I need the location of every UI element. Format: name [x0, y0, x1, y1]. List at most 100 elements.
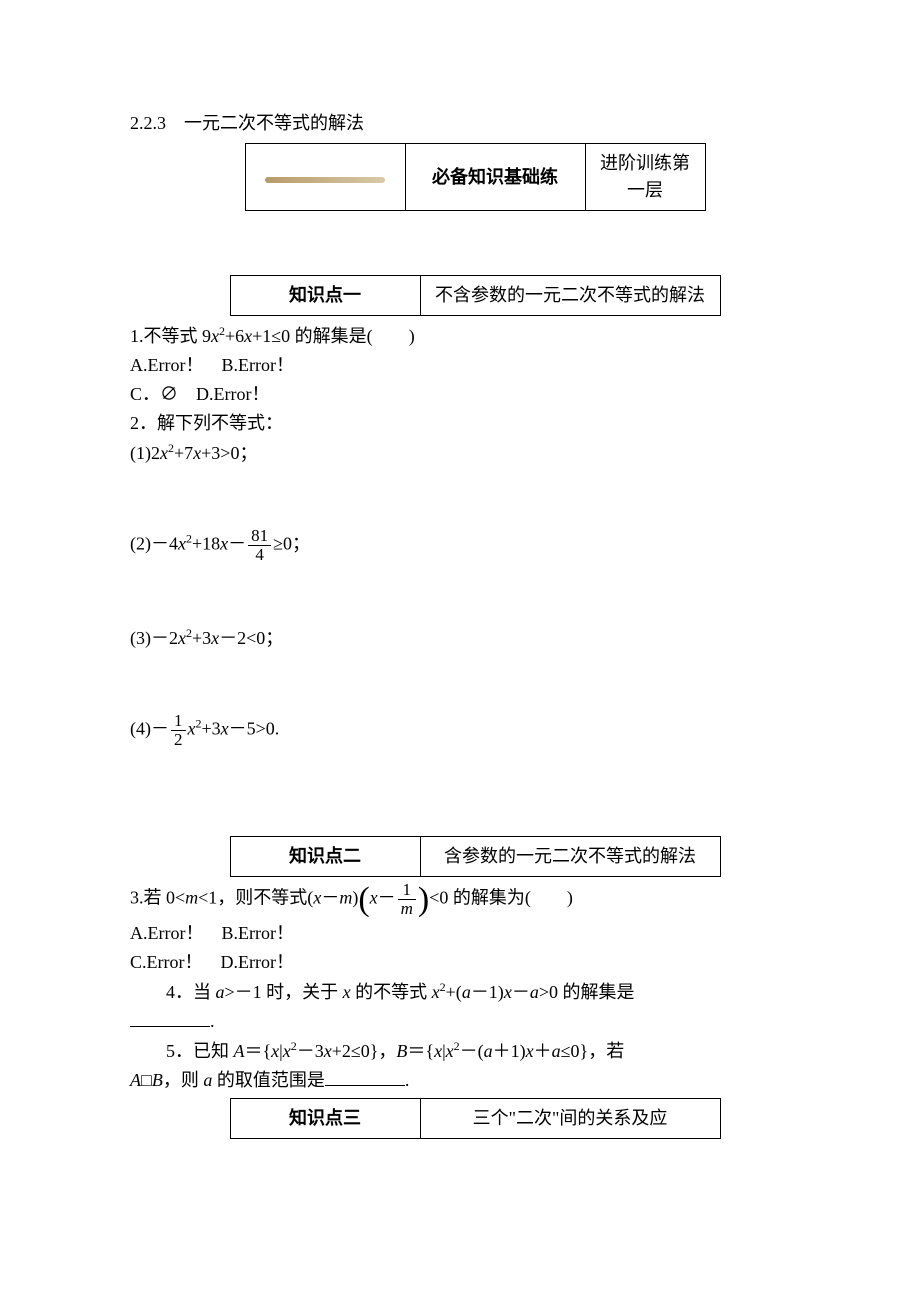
q3-blank [531, 888, 567, 908]
q4-m5: － [512, 982, 530, 1002]
q1-text: 1.不等式 9x2+6x+1≤0 的解集是( ) [130, 322, 820, 350]
q5-x5: x [446, 1041, 454, 1061]
q4-m6: >0 的解集是 [539, 982, 635, 1002]
q4-a1: a [216, 982, 225, 1002]
q5-m3: －3 [297, 1041, 324, 1061]
q3-m1: m [185, 888, 198, 908]
q5-line2: A□B，则 a 的取值范围是. [130, 1067, 820, 1094]
q4-x3: x [504, 982, 512, 1002]
q4-m3: +( [446, 982, 462, 1002]
q5-m7: －( [460, 1041, 484, 1061]
q2-4-num: 1 [171, 712, 186, 731]
q5-A: A [234, 1041, 245, 1061]
q2-1-pre: (1)2 [130, 443, 160, 463]
kp2-table: 知识点二 含参数的一元二次不等式的解法 [230, 836, 721, 877]
q2-2-x1: x [178, 533, 186, 553]
q2-2-frac: 814 [248, 527, 271, 564]
q5-m1: ＝{ [245, 1041, 272, 1061]
q2-3-pre: (3)－2 [130, 628, 178, 648]
q5-B2: B [152, 1070, 163, 1090]
q2-1: (1)2x2+7x+3>0； [130, 439, 820, 467]
q1-suf: ) [409, 326, 415, 346]
q3-close: ) [567, 888, 573, 908]
q4-period: . [210, 1011, 215, 1031]
q4-a2: a [462, 982, 471, 1002]
header-table: 必备知识基础练 进阶训练第一层 [245, 143, 706, 211]
q4-text: 4．当 a>－1 时，关于 x 的不等式 x2+(a－1)x－a>0 的解集是 [130, 978, 820, 1006]
q2-3-mid: +3 [192, 628, 211, 648]
q2-4-frac: 12 [171, 712, 186, 749]
q2-4: (4)－12x2+3x－5>0. [130, 712, 820, 749]
q2-4-x2: x [221, 718, 229, 738]
q2-1-post: +3>0； [201, 443, 257, 463]
q5-x6: x [526, 1041, 534, 1061]
kp2-title: 含参数的一元二次不等式的解法 [420, 837, 720, 877]
q3-frac: 1m [398, 881, 416, 918]
q5-m5: ＝{ [407, 1041, 434, 1061]
q3-mid2: － [321, 888, 339, 908]
q4-x2: x [432, 982, 440, 1002]
kp1-label: 知识点一 [230, 276, 420, 316]
q2-2-post: ≥0； [273, 533, 310, 553]
rparen-icon: ) [418, 883, 429, 917]
q3-paren-group: (x－1m) [358, 881, 429, 918]
q2-1-x2: x [193, 443, 201, 463]
q2-2-pre: (2)－4 [130, 533, 178, 553]
q4-blank-line: . [130, 1008, 820, 1035]
q2-3-x2: x [211, 628, 219, 648]
q3-den: m [398, 900, 416, 918]
q3-num: 1 [398, 881, 416, 900]
q5-m10: ≤0}，若 [561, 1041, 625, 1061]
q3-ip-x: x [370, 888, 378, 908]
q3-text: 3.若 0<m<1，则不等式(x－m)(x－1m)<0 的解集为( ) [130, 881, 820, 918]
header-center: 必备知识基础练 [405, 144, 585, 211]
q5-pre: 5．已知 [130, 1041, 234, 1061]
q2-4-x1: x [188, 718, 196, 738]
q4-pre: 4．当 [130, 982, 216, 1002]
kp3-table: 知识点三 三个"二次"间的关系及应 [230, 1098, 721, 1139]
q4-blank [130, 1009, 210, 1027]
q1-choices-ab: A.Error！ B.Error！ [130, 352, 820, 379]
q5-B: B [396, 1041, 407, 1061]
deco-bar [265, 177, 385, 183]
kp1-table: 知识点一 不含参数的一元二次不等式的解法 [230, 275, 721, 316]
q2-4-post: －5>0. [229, 718, 280, 738]
q4-m2: 的不等式 [351, 982, 432, 1002]
q2-3-post: －2<0； [219, 628, 283, 648]
q5-a2: a [552, 1041, 561, 1061]
q5-m9: ＋ [534, 1041, 552, 1061]
q5-A2: A [130, 1070, 141, 1090]
q3-ip-minus: － [378, 888, 396, 908]
q2-2-minus: － [228, 533, 246, 553]
q3-pre: 3.若 0< [130, 888, 185, 908]
q4-m4: －1) [471, 982, 504, 1002]
q3-choices-ab: A.Error！ B.Error！ [130, 920, 820, 947]
q2-3: (3)－2x2+3x－2<0； [130, 624, 820, 652]
q5-sub: □ [141, 1070, 152, 1090]
q1-x1: x [211, 326, 219, 346]
q2-1-mid: +7 [174, 443, 193, 463]
q5-x4: x [434, 1041, 442, 1061]
q1-pre: 1.不等式 9 [130, 326, 211, 346]
lparen-icon: ( [358, 883, 369, 917]
q5-period: . [405, 1070, 410, 1090]
q5-x3: x [324, 1041, 332, 1061]
q5-l2mid: ，则 [163, 1070, 204, 1090]
q2-2-num: 81 [248, 527, 271, 546]
q5-x2: x [283, 1041, 291, 1061]
q2-4-den: 2 [171, 731, 186, 749]
q5-line1: 5．已知 A＝{x|x2－3x+2≤0}，B＝{x|x2－(a＋1)x＋a≤0}… [130, 1037, 820, 1065]
q4-m1: >－1 时，关于 [225, 982, 343, 1002]
q2-4-mid: +3 [202, 718, 221, 738]
q2-2-den: 4 [248, 546, 271, 564]
q2-1-x1: x [160, 443, 168, 463]
q1-m1: +6 [225, 326, 244, 346]
q5-blank [325, 1068, 405, 1086]
q4-a3: a [530, 982, 539, 1002]
q1-blank [373, 326, 409, 346]
q5-x1: x [271, 1041, 279, 1061]
q3-mid1: <1，则不等式( [198, 888, 313, 908]
q2-3-x1: x [178, 628, 186, 648]
kp1-title: 不含参数的一元二次不等式的解法 [420, 276, 720, 316]
q3-inparen: x－1m [370, 881, 418, 918]
